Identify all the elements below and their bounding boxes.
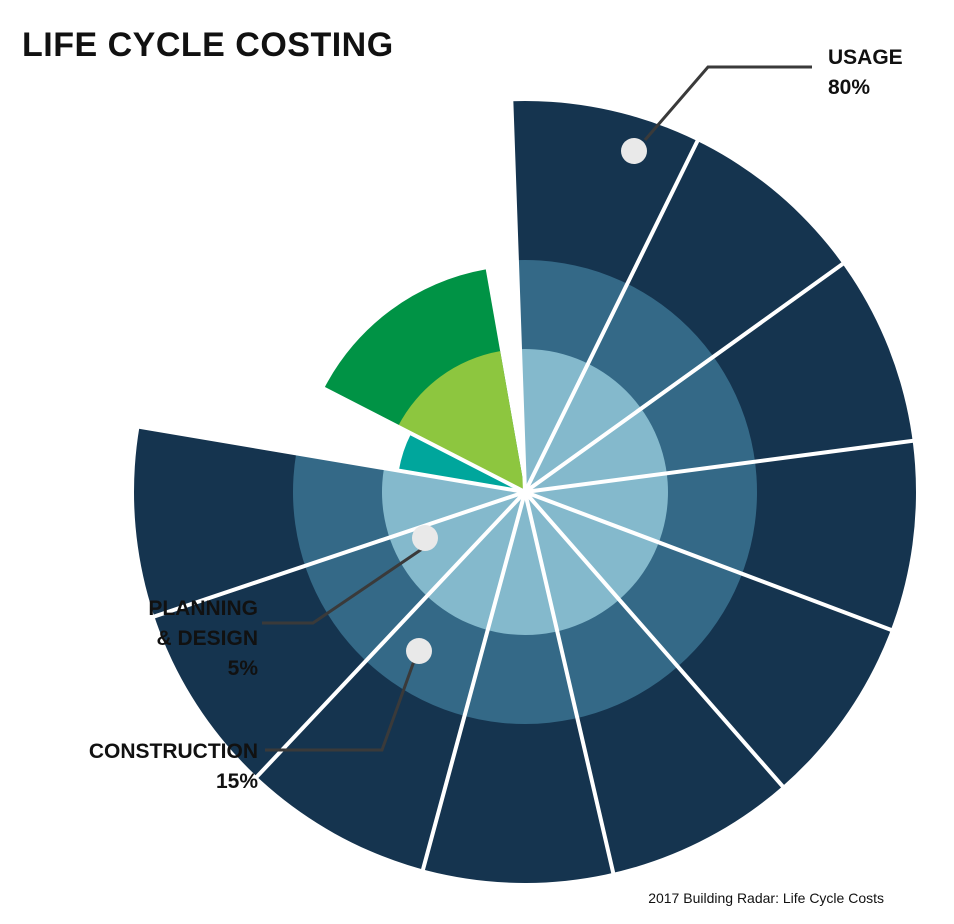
source-credit: 2017 Building Radar: Life Cycle Costs — [648, 890, 884, 906]
usage-segment-divider — [523, 135, 702, 494]
chart-title: LIFE CYCLE COSTING — [22, 26, 394, 64]
usage-segment-divider — [523, 259, 848, 494]
usage-segment-divider — [523, 490, 788, 792]
usage-label-value: 80% — [828, 76, 871, 99]
usage-segment-divider — [509, 95, 527, 494]
usage-segment-divider — [148, 490, 527, 620]
planning-design-label-line2: & DESIGN — [156, 627, 258, 650]
construction-leader-line — [265, 649, 420, 752]
usage-label: USAGE 80% — [828, 43, 903, 103]
usage-segment-divider — [252, 490, 527, 782]
construction-label-name: CONSTRUCTION — [88, 740, 258, 763]
usage-marker — [621, 138, 647, 164]
usage-segment-divider — [523, 438, 919, 494]
usage-segment-divider — [419, 490, 527, 876]
usage-segment-divider — [523, 490, 617, 879]
usage-leader-line — [643, 65, 812, 141]
construction-label: CONSTRUCTION 15% — [89, 737, 258, 797]
planning-construction-divider — [318, 384, 527, 494]
usage-segment-divider — [133, 424, 527, 494]
construction-marker — [406, 638, 432, 664]
planning-design-marker — [412, 525, 438, 551]
planning-design-label-value: 5% — [227, 657, 258, 680]
construction-label-value: 15% — [215, 770, 258, 793]
construction-inner-wedge — [397, 351, 525, 492]
planning-design-label-line1: PLANNING — [148, 597, 258, 620]
planning-design-label: PLANNING & DESIGN 5% — [148, 594, 258, 684]
usage-label-name: USAGE — [828, 46, 903, 69]
planning-design-leader-line — [262, 545, 426, 625]
usage-segment-divider — [523, 490, 897, 634]
